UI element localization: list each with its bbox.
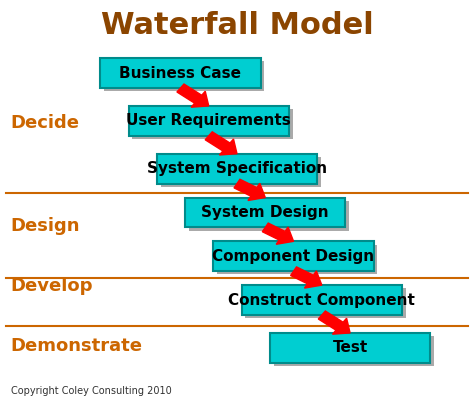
FancyBboxPatch shape — [104, 61, 264, 91]
Text: Design: Design — [11, 217, 80, 235]
Text: Develop: Develop — [11, 277, 93, 295]
Text: Business Case: Business Case — [119, 66, 241, 81]
Text: System Design: System Design — [201, 205, 329, 220]
FancyBboxPatch shape — [132, 109, 292, 139]
FancyBboxPatch shape — [157, 154, 317, 184]
Text: Copyright Coley Consulting 2010: Copyright Coley Consulting 2010 — [11, 386, 172, 396]
Text: Waterfall Model: Waterfall Model — [100, 11, 374, 40]
FancyBboxPatch shape — [213, 241, 374, 271]
FancyBboxPatch shape — [185, 198, 346, 227]
FancyArrow shape — [318, 311, 350, 334]
FancyArrow shape — [234, 179, 265, 200]
Text: User Requirements: User Requirements — [127, 113, 291, 128]
Text: Test: Test — [332, 340, 368, 355]
FancyArrow shape — [177, 84, 209, 107]
FancyBboxPatch shape — [274, 336, 434, 366]
Text: Decide: Decide — [11, 114, 80, 132]
FancyBboxPatch shape — [161, 157, 321, 187]
FancyBboxPatch shape — [246, 288, 406, 318]
Text: Demonstrate: Demonstrate — [11, 337, 143, 355]
FancyBboxPatch shape — [128, 106, 289, 136]
FancyArrow shape — [291, 267, 322, 288]
FancyArrow shape — [205, 132, 237, 155]
FancyBboxPatch shape — [189, 200, 349, 231]
FancyArrow shape — [262, 223, 293, 244]
Text: Construct Component: Construct Component — [228, 293, 415, 308]
Text: System Specification: System Specification — [147, 161, 327, 176]
FancyBboxPatch shape — [100, 58, 261, 88]
FancyBboxPatch shape — [242, 285, 402, 315]
FancyBboxPatch shape — [270, 333, 430, 363]
FancyBboxPatch shape — [217, 245, 377, 274]
Text: Component Design: Component Design — [212, 249, 374, 264]
